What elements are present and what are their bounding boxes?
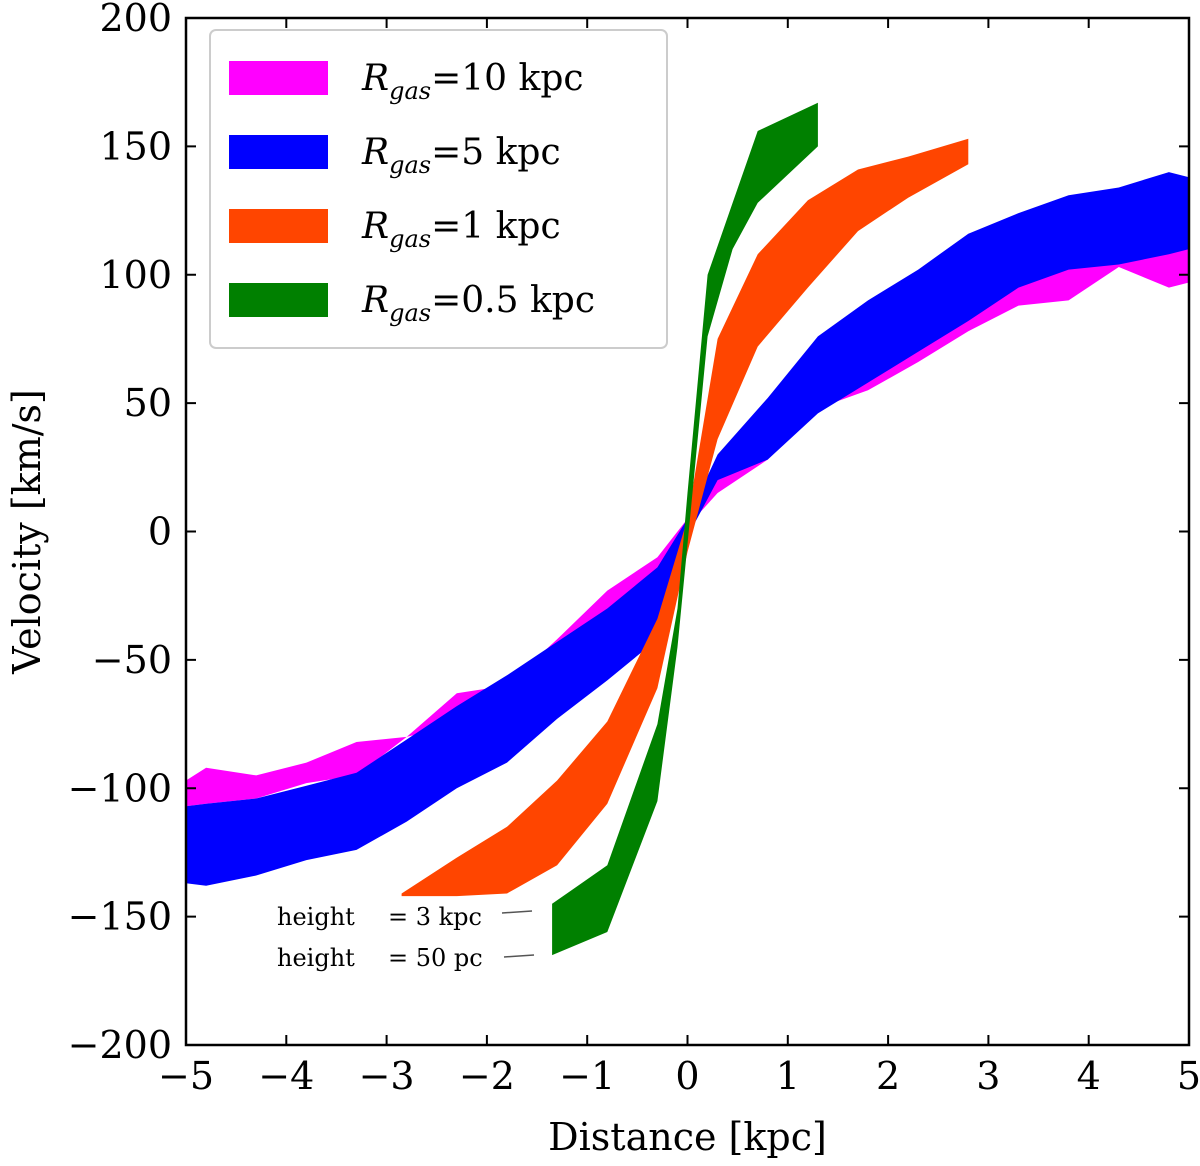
y-tick-label: −50 <box>92 638 172 682</box>
y-tick-label: −200 <box>68 1023 172 1067</box>
legend-box <box>209 29 668 349</box>
x-tick-label: −1 <box>559 1054 615 1098</box>
y-tick-label: −100 <box>68 766 172 810</box>
x-tick-label: 3 <box>976 1054 1000 1098</box>
annotation-value: = 50 pc <box>388 944 483 972</box>
annotation-label: height <box>277 944 355 972</box>
legend-swatch <box>229 209 328 243</box>
x-tick-label: 5 <box>1177 1054 1200 1098</box>
y-axis-title: Velocity [km/s] <box>5 389 49 675</box>
x-tick-label: 1 <box>776 1054 800 1098</box>
annotation-value: = 3 kpc <box>388 903 482 931</box>
y-tick-label: 50 <box>124 381 172 425</box>
x-tick-label: −2 <box>459 1054 515 1098</box>
x-tick-label: 2 <box>876 1054 900 1098</box>
annotation-pointer <box>503 954 535 958</box>
legend: Rgas=10 kpc Rgas=5 kpc Rgas=1 kpc Rgas=0.5 … <box>209 29 668 349</box>
legend-swatch <box>229 283 328 317</box>
x-tick-label: −3 <box>359 1054 415 1098</box>
annotation-label: height <box>277 903 355 931</box>
y-axis-ticks: −200 −150 −100 −50 0 50 100 150 200 <box>68 0 1189 1067</box>
legend-label: Rgas=0.5 kpc <box>361 280 595 327</box>
y-tick-label: 100 <box>99 253 172 297</box>
y-tick-label: 150 <box>99 124 172 168</box>
legend-label: Rgas=5 kpc <box>361 132 561 179</box>
x-tick-label: −5 <box>158 1054 214 1098</box>
x-tick-label: 0 <box>675 1054 699 1098</box>
y-tick-label: −150 <box>68 895 172 939</box>
x-axis-title: Distance [kpc] <box>548 1115 827 1159</box>
legend-swatch <box>229 135 328 169</box>
legend-label: Rgas=10 kpc <box>361 58 584 105</box>
x-axis-ticks: −5 −4 −3 −2 −1 0 1 2 3 4 5 <box>158 18 1200 1098</box>
legend-label: Rgas=1 kpc <box>361 206 561 253</box>
annotation-pointer <box>501 910 533 914</box>
y-tick-label: 200 <box>99 0 172 40</box>
x-tick-label: −4 <box>258 1054 314 1098</box>
x-tick-label: 4 <box>1077 1054 1101 1098</box>
band-series-4 <box>552 102 818 956</box>
legend-swatch <box>229 61 328 95</box>
data-bands <box>186 102 1189 956</box>
height-annotations: height = 3 kpc height = 50 pc <box>277 903 535 972</box>
y-tick-label: 0 <box>148 510 172 554</box>
